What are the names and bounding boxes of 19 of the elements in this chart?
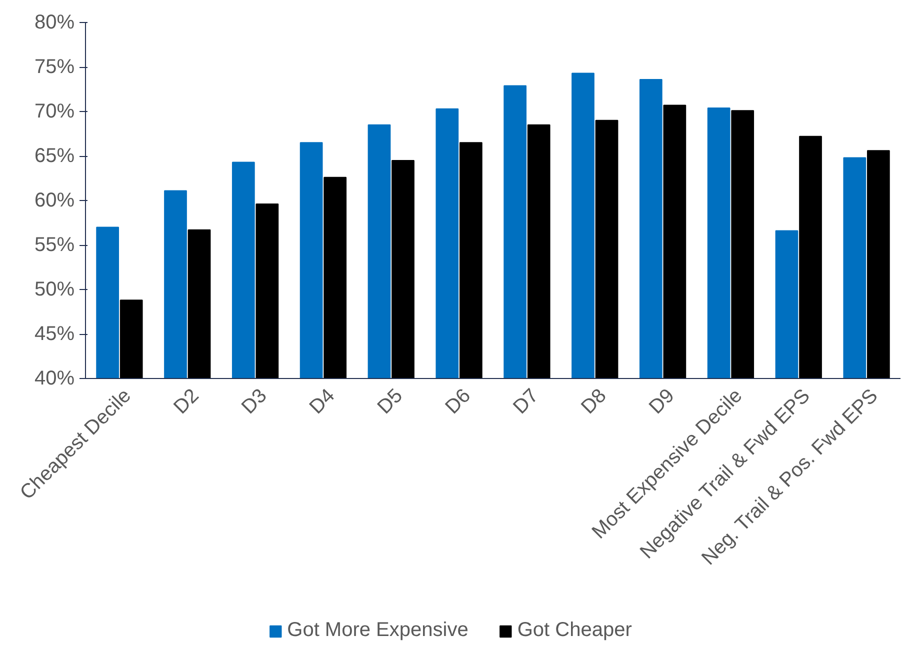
x-tick-label: D9 <box>645 384 679 418</box>
x-tick-label: D2 <box>170 384 204 418</box>
y-tick-label: 60% <box>34 190 75 212</box>
y-tick-label: 40% <box>34 368 75 390</box>
y-tick-label: 75% <box>34 56 75 78</box>
y-tick-label: 65% <box>34 145 75 167</box>
x-tick-label: D7 <box>509 384 543 418</box>
y-tick-label: 45% <box>34 323 75 345</box>
x-tick-label: D8 <box>577 384 611 418</box>
y-tick-label: 50% <box>34 278 75 300</box>
x-tick-label: D6 <box>441 384 475 418</box>
x-tick-label: D3 <box>238 384 272 418</box>
y-tick-label: 70% <box>34 100 75 122</box>
y-tick-label: 55% <box>34 234 75 256</box>
x-tick-label: D4 <box>306 384 340 418</box>
y-tick-label: 80% <box>34 12 75 34</box>
legend-label: Got Cheaper <box>517 619 632 642</box>
x-tick-label: D5 <box>373 384 408 418</box>
legend-label: Got More Expensive <box>287 619 468 642</box>
